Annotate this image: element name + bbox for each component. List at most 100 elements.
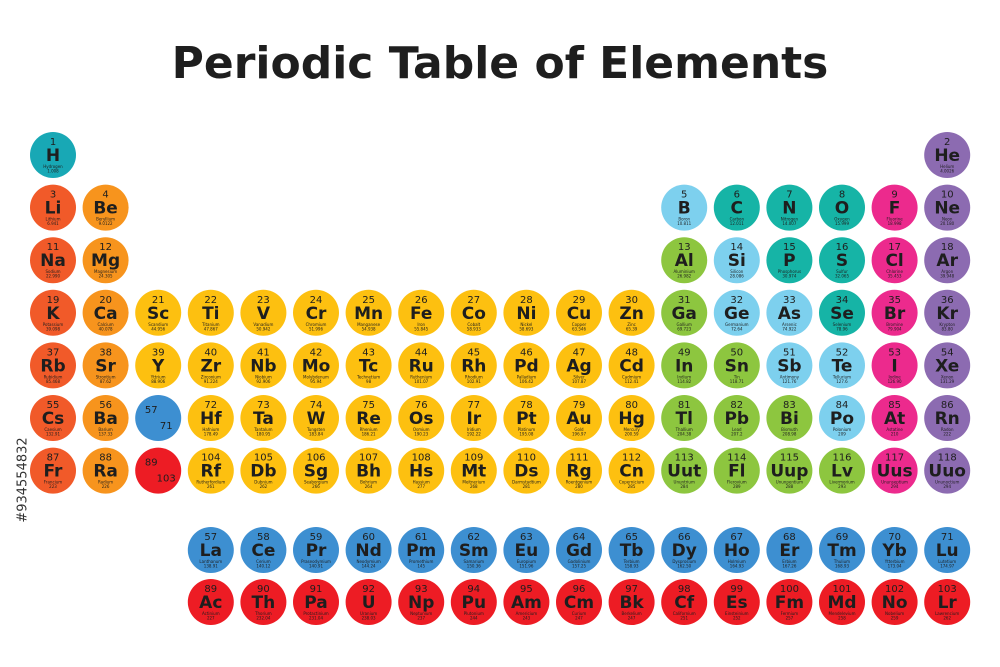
atomic-mass: 87.62 (100, 379, 112, 384)
symbol: Mo (302, 356, 331, 376)
symbol: Eu (515, 541, 539, 561)
element-circle (608, 342, 655, 389)
element-circle (293, 289, 339, 336)
atomic-number: 64 (573, 532, 586, 543)
element-circle (345, 289, 392, 336)
atomic-mass: 95.94 (310, 379, 322, 384)
element-circle (556, 395, 602, 441)
symbol: Cf (674, 593, 694, 613)
element-name: Neon (942, 217, 953, 222)
element-name: Sulfur (836, 269, 848, 274)
atomic-number: 29 (573, 295, 586, 306)
element-circle (240, 342, 287, 389)
element-circle (819, 289, 865, 336)
element-name: Plutonium (464, 611, 484, 616)
element-name: Astatine (886, 427, 903, 432)
symbol: Md (827, 593, 856, 613)
atomic-number: 19 (47, 295, 60, 306)
atomic-mass: 72.64 (731, 326, 743, 331)
element-circle (82, 342, 129, 389)
symbol: U (362, 593, 376, 613)
element-name: Palladium (517, 374, 537, 379)
atomic-mass: 32.065 (835, 274, 849, 279)
element-name: Copper (572, 322, 587, 327)
element-name: Oxygen (834, 217, 850, 222)
symbol: Sm (459, 541, 489, 561)
atomic-mass: 162.50 (677, 564, 691, 569)
element-name: Rutherfordium (196, 480, 225, 485)
element-name: Neptunium (410, 611, 432, 616)
element-name: Nickel (520, 322, 532, 327)
atomic-mass: 293 (838, 484, 846, 489)
atomic-mass: 243 (523, 616, 531, 621)
symbol: V (257, 304, 271, 324)
atomic-mass: 262 (260, 484, 268, 489)
element-circle (398, 289, 445, 336)
element-circle (503, 342, 550, 389)
element-circle (30, 184, 76, 231)
atomic-mass: 186.21 (362, 432, 376, 437)
atomic-mass: 158.93 (625, 564, 639, 569)
element-circle (766, 447, 813, 494)
atomic-mass: 195.08 (519, 432, 533, 437)
element-circle (30, 447, 76, 494)
atomic-number: 37 (47, 347, 60, 358)
element-name: Osmium (413, 427, 430, 432)
atomic-number: 12 (99, 242, 112, 253)
symbol: Mt (461, 462, 486, 482)
symbol: He (934, 146, 960, 166)
element-name: Mercury (623, 427, 640, 432)
atomic-mass: 294 (891, 484, 899, 489)
element-circle (240, 447, 287, 494)
atomic-number: 62 (467, 532, 480, 543)
element-circle (608, 527, 655, 573)
element-name: Ruthenium (410, 374, 432, 379)
element-name: Lawrencium (935, 611, 959, 616)
element-circle (871, 395, 918, 441)
symbol: Y (151, 356, 165, 376)
element-circle (82, 184, 129, 231)
element-circle (30, 342, 76, 389)
atomic-number: 92 (362, 584, 375, 595)
atomic-number: 11 (47, 242, 60, 253)
atomic-number: 4 (102, 190, 108, 201)
atomic-mass: 137.33 (99, 432, 113, 437)
element-circle (450, 342, 497, 389)
symbol: Rn (935, 409, 960, 429)
element-circle (135, 342, 182, 389)
atomic-number: 90 (257, 584, 270, 595)
atomic-mass: 65.39 (626, 326, 638, 331)
symbol: Cs (42, 409, 65, 429)
symbol: I (891, 356, 897, 376)
element-circle (871, 579, 918, 625)
element-circle (240, 289, 287, 336)
symbol: Bk (619, 593, 644, 613)
element-name: Berkelium (622, 611, 642, 616)
element-name: Fluorine (887, 217, 904, 222)
atomic-number: 51 (783, 347, 796, 358)
atomic-number: 78 (520, 400, 533, 411)
element-circle (556, 289, 602, 336)
symbol: Cn (619, 462, 644, 482)
symbol: Rh (461, 356, 486, 376)
atomic-mass: 204.38 (677, 432, 691, 437)
atomic-mass: 289 (733, 484, 741, 489)
element-circle (924, 395, 971, 441)
element-name: Lead (732, 427, 742, 432)
